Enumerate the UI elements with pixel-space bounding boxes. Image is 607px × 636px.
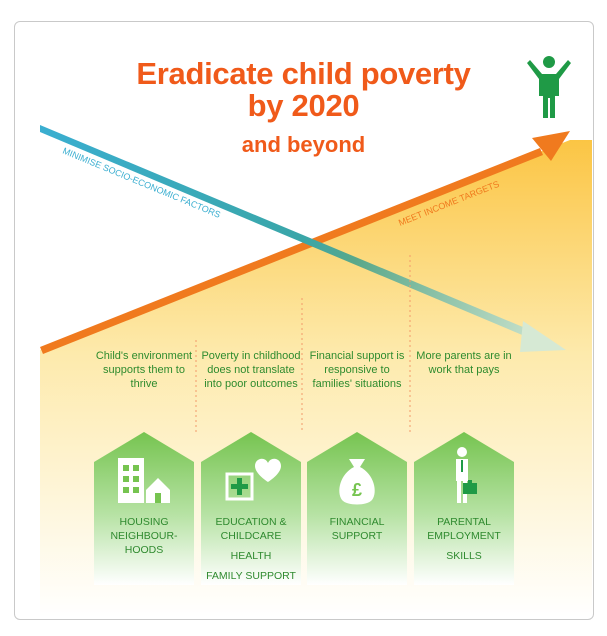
house-label-line: FINANCIAL <box>329 516 385 528</box>
house-label-employment: PARENTAL EMPLOYMENT SKILLS <box>414 515 514 563</box>
outcome-financial-support: Financial support is responsive to famil… <box>309 350 405 390</box>
minimise-socio-economic-factors-arrow <box>40 125 566 352</box>
money-bag-icon: £ <box>339 459 375 505</box>
house-label-line: HOODS <box>124 544 164 556</box>
house-label-line: SUPPORT <box>331 530 383 542</box>
house-employment <box>414 432 514 585</box>
outcome-childhood: Poverty in childhood does not translate … <box>201 350 301 390</box>
buildings-icon <box>118 458 170 503</box>
outcome-work: More parents are in work that pays <box>416 350 512 376</box>
house-financial <box>307 432 407 585</box>
house-label-line: EDUCATION & <box>215 516 287 528</box>
house-label-housing: HOUSING NEIGHBOUR- HOODS <box>94 515 194 557</box>
medical-heart-icon <box>225 458 281 501</box>
house-label-education: EDUCATION & CHILDCARE HEALTH FAMILY SUPP… <box>201 515 301 583</box>
house-label-line: HEALTH <box>230 550 272 562</box>
house-housing <box>94 432 194 585</box>
house-label-line: CHILDCARE <box>220 530 282 542</box>
house-label-financial: FINANCIAL SUPPORT <box>307 515 407 543</box>
outcome-environment: Child's environment supports them to thr… <box>95 350 193 390</box>
column-dividers <box>195 255 411 432</box>
house-label-line: PARENTAL <box>437 516 491 528</box>
svg-text:£: £ <box>352 480 362 500</box>
worker-briefcase-icon <box>456 447 477 503</box>
page-subtitle: and beyond <box>241 132 366 157</box>
house-label-line: HOUSING <box>119 516 169 528</box>
meet-income-targets-arrow <box>40 131 570 354</box>
house-label-line: SKILLS <box>446 550 482 562</box>
house-label-line: FAMILY SUPPORT <box>206 570 296 582</box>
person-celebrating-icon <box>527 56 571 118</box>
house-label-line: NEIGHBOUR- <box>110 530 178 542</box>
house-label-line: EMPLOYMENT <box>427 530 501 542</box>
page-title-line1: Eradicate child poverty <box>136 56 471 91</box>
page-title-line2: by 2020 <box>247 88 360 123</box>
